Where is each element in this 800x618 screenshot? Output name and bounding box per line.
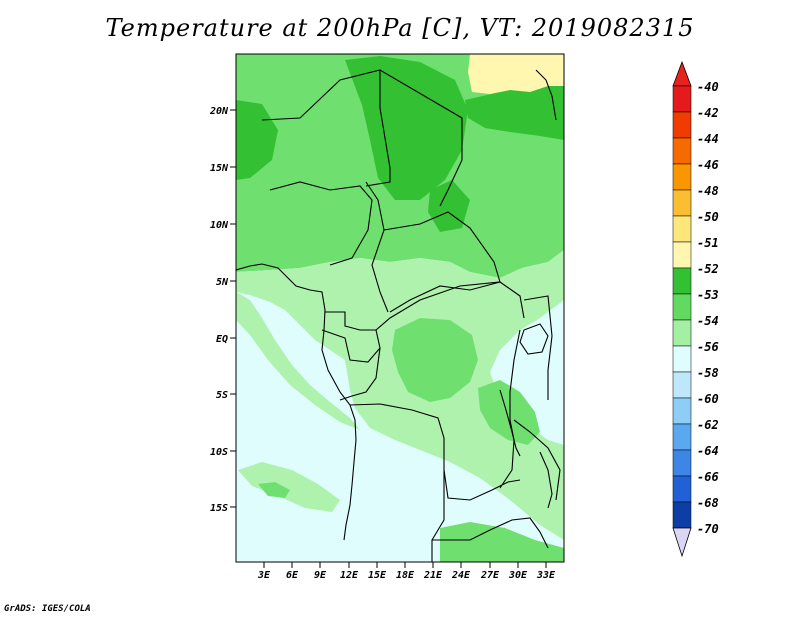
- temperature-field: [236, 54, 564, 562]
- colorbar-swatch: [672, 189, 692, 217]
- colorbar-label: -48: [697, 184, 719, 198]
- lat-label: 5N: [216, 277, 229, 288]
- colorbar-label: -56: [697, 340, 719, 354]
- colorbar-swatch: [672, 267, 692, 295]
- map-frame: [235, 53, 565, 563]
- coastline-west-africa: [236, 263, 357, 541]
- colorbar-bottom-arrow: [672, 527, 692, 558]
- colorbar-swatch: [672, 501, 692, 529]
- colorbar-swatch: [672, 85, 692, 113]
- colorbar-label: -64: [697, 444, 719, 458]
- colorbar-swatch: [672, 111, 692, 139]
- lat-label: 10N: [210, 220, 229, 231]
- colorbar-swatch: [672, 293, 692, 321]
- colorbar-label: -66: [697, 470, 719, 484]
- chart-title: Temperature at 200hPa [C], VT: 201908231…: [105, 14, 695, 42]
- field-region-52-chad: [428, 180, 470, 232]
- coastline-northeast: [535, 69, 557, 121]
- border-sahel: [261, 69, 463, 207]
- field-region-53-southwest: [258, 482, 290, 498]
- field-region-53-south: [440, 522, 564, 562]
- colorbar-swatch: [672, 345, 692, 373]
- lat-label: 15S: [210, 503, 228, 514]
- colorbar-label: -40: [697, 80, 719, 94]
- field-region-53-east: [478, 380, 540, 445]
- colorbar-label: -51: [697, 236, 719, 250]
- colorbar-label: -70: [697, 522, 719, 536]
- lon-label: 27E: [480, 570, 500, 581]
- colorbar-swatch: [672, 137, 692, 165]
- lon-label: 6E: [286, 570, 299, 581]
- border-angola-zambia: [431, 470, 445, 562]
- colorbar-label: -60: [697, 392, 719, 406]
- lon-label: 3E: [257, 570, 271, 581]
- lat-label: 5S: [216, 390, 228, 401]
- border-sudan: [365, 70, 391, 187]
- border-car: [383, 211, 501, 313]
- lat-label: 20N: [209, 106, 229, 117]
- colorbar-label: -42: [697, 106, 719, 120]
- border-gabon: [321, 329, 381, 363]
- map-boundaries: [236, 69, 561, 562]
- border-zambia-south: [432, 517, 549, 549]
- colorbar-swatch: [672, 449, 692, 477]
- coastline-lake-victoria: [519, 323, 549, 355]
- lon-label: 21E: [423, 570, 443, 581]
- colorbar: -40 -42 -44 -46 -48 -50 -51 -52 -53 -54 …: [672, 60, 719, 558]
- lat-label: 15N: [210, 163, 229, 174]
- colorbar-label: -44: [697, 132, 719, 146]
- colorbar-swatch: [672, 371, 692, 399]
- longitude-axis: [263, 562, 547, 568]
- field-region-54-central: [236, 250, 564, 540]
- field-region-53-congo: [392, 318, 478, 402]
- lat-label: 10S: [210, 447, 228, 458]
- field-region-52-northeast: [465, 84, 564, 140]
- lon-label: 24E: [451, 570, 471, 581]
- border-drc-north: [325, 281, 525, 331]
- colorbar-label: -50: [697, 210, 719, 224]
- colorbar-label: -62: [697, 418, 719, 432]
- lon-label: 9E: [314, 570, 327, 581]
- colorbar-label: -53: [697, 288, 719, 302]
- grads-credit: GrADS: IGES/COLA: [4, 604, 91, 614]
- border-drc-east: [499, 329, 521, 489]
- border-east: [523, 295, 553, 400]
- field-region-54-southwest: [238, 462, 340, 512]
- colorbar-swatch: [672, 215, 692, 243]
- colorbar-swatch: [672, 397, 692, 425]
- colorbar-swatch: [672, 163, 692, 191]
- lon-label: 15E: [368, 570, 387, 581]
- colorbar-label: -46: [697, 158, 719, 172]
- field-region-52-north-central: [345, 56, 468, 200]
- colorbar-label: -58: [697, 366, 719, 380]
- lake-malawi: [539, 451, 553, 509]
- border-congo: [339, 347, 381, 401]
- lat-label: EQ: [216, 334, 228, 345]
- colorbar-swatch: [672, 241, 692, 269]
- lon-label: 30E: [508, 570, 528, 581]
- colorbar-label: -52: [697, 262, 719, 276]
- border-cameroon: [365, 181, 389, 313]
- lon-label: 33E: [536, 570, 556, 581]
- colorbar-label: -54: [697, 314, 719, 328]
- border-tanzania: [513, 419, 561, 501]
- colorbar-swatch: [672, 475, 692, 503]
- lon-label: 18E: [396, 570, 415, 581]
- colorbar-label: -68: [697, 496, 719, 510]
- colorbar-swatch: [672, 423, 692, 451]
- border-nigeria: [269, 181, 373, 266]
- latitude-axis: [230, 109, 236, 508]
- field-region-54-coast: [236, 292, 360, 430]
- colorbar-swatch: [672, 319, 692, 347]
- colorbar-top-arrow: [672, 60, 692, 87]
- field-region-51-ne: [468, 54, 564, 94]
- lake-tanganyika: [499, 389, 521, 457]
- lon-label: 12E: [340, 570, 359, 581]
